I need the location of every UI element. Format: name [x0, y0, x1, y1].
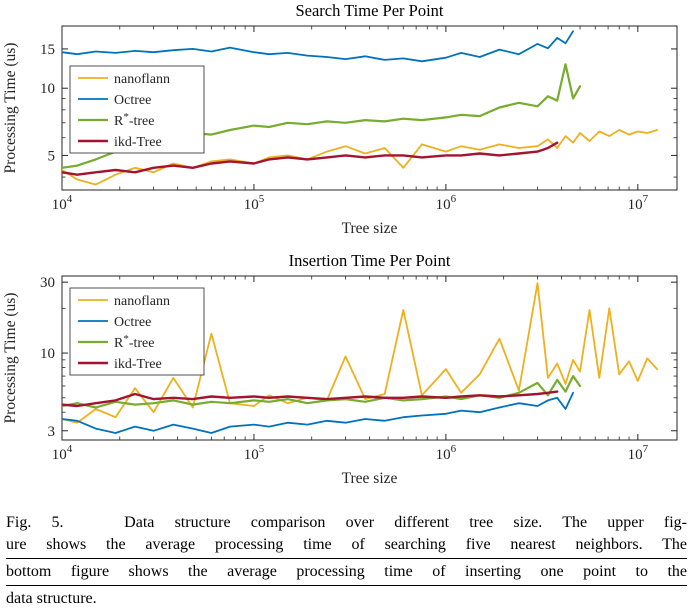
svg-text:R*-tree: R*-tree: [114, 333, 155, 351]
svg-text:107: 107: [628, 443, 649, 463]
svg-text:5: 5: [48, 148, 56, 164]
svg-text:nanoflann: nanoflann: [114, 72, 170, 87]
svg-text:Octree: Octree: [114, 315, 151, 330]
caption-line-3: bottom figure shows the average processi…: [6, 563, 687, 580]
svg-text:R*-tree: R*-tree: [114, 111, 155, 129]
svg-text:15: 15: [40, 42, 55, 58]
svg-text:104: 104: [52, 443, 73, 463]
caption-rule: [6, 585, 687, 586]
svg-text:ikd-Tree: ikd-Tree: [114, 135, 162, 150]
svg-text:Processing Time (us): Processing Time (us): [2, 293, 19, 424]
svg-text:Octree: Octree: [114, 93, 151, 108]
insertion-time-chart: 104 105 106 107 3 10 30 nanoflann Octree R*-tree i…: [2, 251, 678, 487]
caption-rule: [6, 558, 687, 559]
svg-text:30: 30: [40, 275, 55, 291]
caption-line-2: ure shows the average processing time of…: [6, 536, 687, 553]
svg-text:Processing Time (us): Processing Time (us): [2, 43, 19, 174]
svg-text:Insertion Time Per Point: Insertion Time Per Point: [289, 251, 451, 270]
svg-text:105: 105: [244, 193, 265, 213]
caption-line-4: data structure.: [6, 590, 97, 607]
svg-text:104: 104: [52, 193, 73, 213]
svg-text:106: 106: [436, 193, 457, 213]
svg-text:ikd-Tree: ikd-Tree: [114, 357, 162, 372]
svg-text:10: 10: [40, 346, 55, 362]
svg-text:106: 106: [436, 443, 457, 463]
svg-text:Tree size: Tree size: [342, 470, 398, 487]
svg-text:nanoflann: nanoflann: [114, 294, 170, 309]
figure-caption: Fig. 5. Data structure comparison over d…: [6, 512, 687, 610]
svg-text:3: 3: [48, 424, 56, 440]
caption-line-1: Fig. 5. Data structure comparison over d…: [6, 514, 687, 531]
svg-text:105: 105: [244, 443, 265, 463]
svg-text:Search Time Per Point: Search Time Per Point: [295, 1, 443, 20]
search-time-chart: 104 105 106 107 5 10 15 nanoflann Octree R*-tree i…: [2, 1, 678, 237]
svg-text:Tree size: Tree size: [342, 220, 398, 237]
svg-text:107: 107: [628, 193, 649, 213]
svg-text:10: 10: [40, 81, 55, 97]
